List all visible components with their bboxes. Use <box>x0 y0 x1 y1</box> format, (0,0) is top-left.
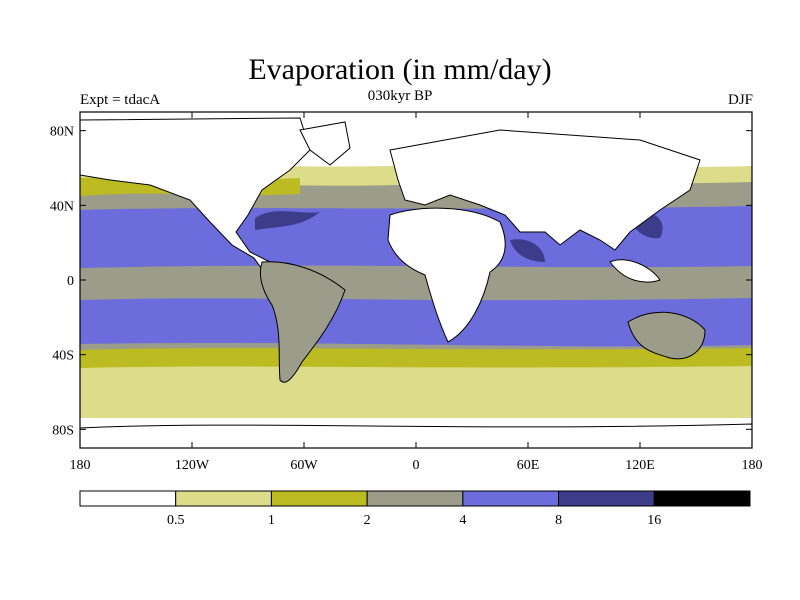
lon-tick-label: 0 <box>413 458 420 473</box>
colorbar-swatch <box>79 490 177 507</box>
greenland-land <box>299 121 351 166</box>
australia-land <box>627 311 706 360</box>
colorbar-label: 16 <box>647 513 661 528</box>
eurasia-land <box>389 129 701 251</box>
colorbar-swatch <box>558 490 655 507</box>
colorbar-label: 0.5 <box>167 513 185 528</box>
colorbar: 0.5 1 2 4 8 16 <box>79 490 751 528</box>
maritime-continent-land <box>609 259 661 283</box>
lon-tick-label: 120E <box>625 458 655 473</box>
colorbar-swatch <box>270 490 368 507</box>
lat-tick-label: 40S <box>52 349 74 364</box>
antarctica-land <box>80 423 752 448</box>
colorbar-label: 4 <box>459 513 466 528</box>
map-plot-area <box>80 112 752 448</box>
colorbar-label: 2 <box>364 513 371 528</box>
southern-mid-band <box>80 348 752 372</box>
lon-tick-label: 120W <box>175 458 210 473</box>
lat-tick-label: 40N <box>50 199 74 214</box>
southern-subtropical-field <box>80 298 752 347</box>
map-axis-ticks: 180 120W 60W 0 60E 120E 180 80N 40N 0 40S 80S <box>50 112 763 473</box>
colorbar-label: 1 <box>268 513 275 528</box>
chart-title: Evaporation (in mm/day) <box>248 53 552 86</box>
period-label: 030kyr BP <box>367 88 433 104</box>
lon-tick-label: 180 <box>742 458 763 473</box>
arabian-sea-hotspot <box>510 239 545 262</box>
lat-tick-label: 0 <box>67 274 74 289</box>
lat-tick-label: 80N <box>50 125 74 140</box>
africa-land <box>387 207 506 343</box>
lat-tick-label: 80S <box>52 423 74 438</box>
colorbar-swatch <box>366 490 464 507</box>
gulf-stream-hotspot <box>255 211 320 230</box>
colorbar-swatch <box>175 490 272 507</box>
lon-tick-label: 60W <box>290 458 318 473</box>
south-america-land <box>259 261 346 383</box>
colorbar-label: 8 <box>555 513 562 528</box>
southern-ocean-band <box>80 366 752 424</box>
colorbar-swatch <box>462 490 560 507</box>
lon-tick-label: 180 <box>70 458 91 473</box>
experiment-label: Expt = tdacA <box>80 92 161 108</box>
season-label: DJF <box>727 92 753 108</box>
lon-tick-label: 60E <box>517 458 540 473</box>
colorbar-swatch <box>653 490 751 507</box>
